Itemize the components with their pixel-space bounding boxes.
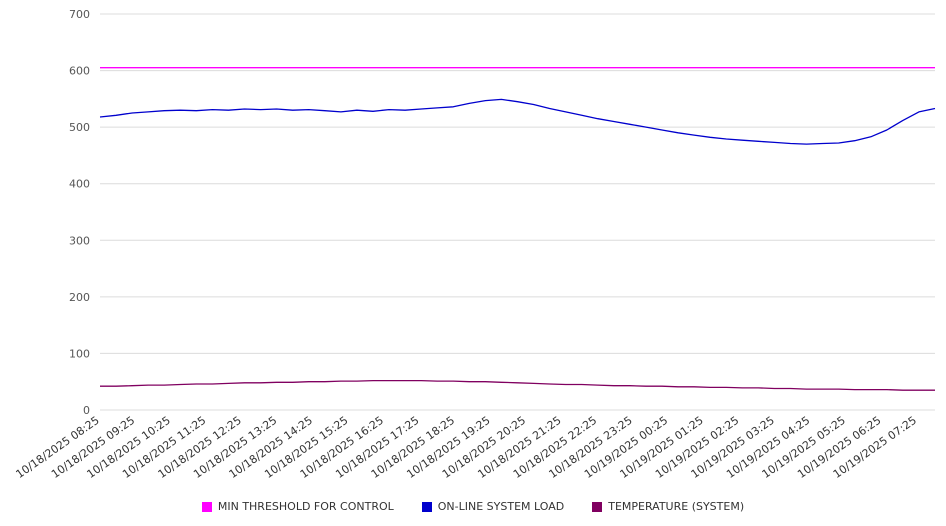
y-axis-tick-label: 100 — [69, 347, 90, 360]
series-line — [100, 379, 935, 391]
legend-item[interactable]: MIN THRESHOLD FOR CONTROL — [201, 500, 394, 513]
chart-legend: MIN THRESHOLD FOR CONTROL ON-LINE SYSTEM … — [0, 500, 946, 513]
legend-item[interactable]: ON-LINE SYSTEM LOAD — [421, 500, 565, 513]
y-axis-tick-label: 300 — [69, 234, 90, 247]
legend-color-swatch — [592, 501, 603, 512]
y-axis-tick-label: 700 — [69, 8, 90, 21]
y-axis-tick-label: 400 — [69, 178, 90, 191]
legend-label: TEMPERATURE (SYSTEM) — [608, 500, 745, 513]
y-axis-tick-label: 0 — [83, 404, 90, 417]
y-axis-tick-label: 600 — [69, 65, 90, 78]
y-axis-tick-label: 200 — [69, 291, 90, 304]
legend-label: ON-LINE SYSTEM LOAD — [437, 500, 565, 513]
series-line — [99, 98, 936, 145]
legend-color-swatch — [201, 501, 212, 512]
legend-item[interactable]: TEMPERATURE (SYSTEM) — [592, 500, 744, 513]
legend-color-swatch — [421, 501, 432, 512]
y-axis-tick-label: 500 — [69, 121, 90, 134]
legend-label: MIN THRESHOLD FOR CONTROL — [217, 500, 394, 513]
